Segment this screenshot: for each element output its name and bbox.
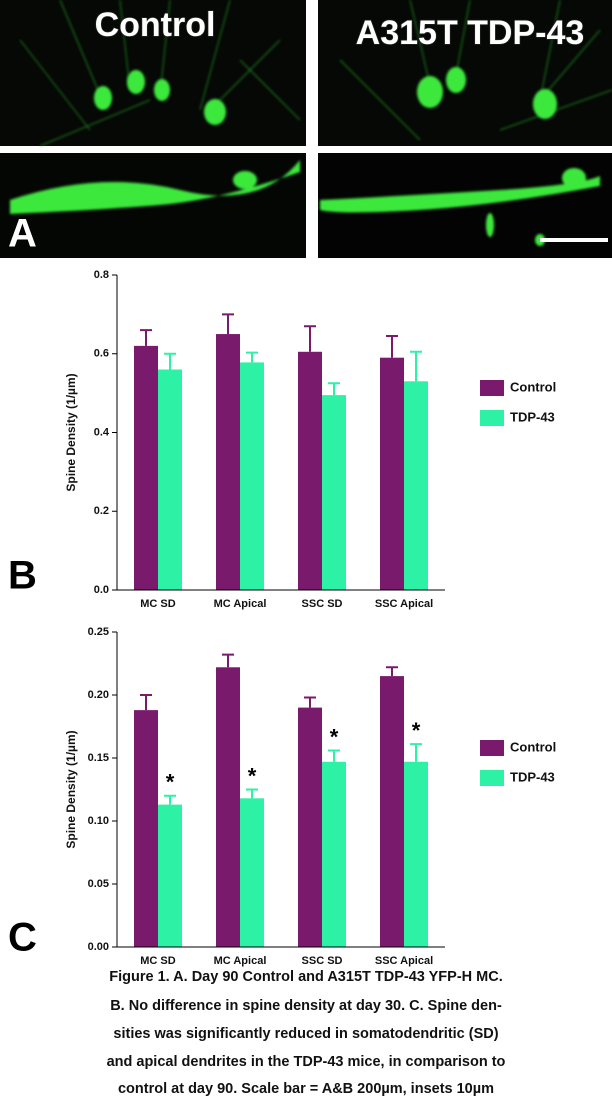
chart: Spine Density (1/µm) 0.00 0.05 0.10 0.15 0.20…: [64, 626, 556, 967]
error-bar: [164, 354, 176, 370]
legend-swatch: [480, 770, 504, 786]
error-bar: [328, 383, 340, 395]
caption-line: B. No difference in spine density at day…: [110, 998, 502, 1014]
image-label: A315T TDP-43: [356, 14, 585, 52]
error-bar: [222, 655, 234, 668]
x-tick-label: SSC SD: [302, 598, 343, 610]
bar: [380, 676, 404, 947]
error-bar: [386, 336, 398, 358]
bar: [158, 805, 182, 947]
bar: [298, 708, 322, 947]
legend-label: TDP-43: [510, 769, 555, 784]
error-bar: [246, 353, 258, 363]
error-bar: [140, 695, 152, 710]
y-tick-label: 0.25: [88, 626, 109, 638]
x-tick-label: SSC Apical: [375, 598, 433, 610]
legend-swatch: [480, 410, 504, 426]
significance-marker: *: [166, 770, 175, 795]
caption-line: sities was significantly reduced in soma…: [113, 1026, 498, 1042]
bar: [380, 358, 404, 590]
legend-label: TDP-43: [510, 409, 555, 424]
legend-swatch: [480, 380, 504, 396]
y-tick-label: 0.0: [94, 584, 109, 596]
error-bar: [328, 750, 340, 761]
error-bar: [140, 330, 152, 346]
x-tick-label: MC Apical: [214, 598, 267, 610]
significance-marker: *: [412, 718, 421, 743]
error-bar: [222, 314, 234, 334]
bar: [240, 798, 264, 947]
y-tick-label: 0.00: [88, 941, 109, 953]
y-tick-label: 0.20: [88, 689, 109, 701]
bar: [404, 381, 428, 590]
bar: [298, 352, 322, 590]
caption-line: control at day 90. Scale bar = A&B 200µm…: [118, 1081, 494, 1097]
x-tick-label: MC Apical: [214, 955, 267, 967]
significance-marker: *: [248, 763, 257, 788]
error-bar: [410, 744, 422, 762]
y-tick-label: 0.10: [88, 815, 109, 827]
y-tick-label: 0.2: [94, 505, 109, 517]
x-tick-label: SSC Apical: [375, 955, 433, 967]
bar: [216, 667, 240, 947]
panel-label: B: [8, 554, 37, 598]
error-bar: [386, 667, 398, 676]
error-bar: [304, 326, 316, 352]
x-tick-label: SSC SD: [302, 955, 343, 967]
error-bar: [410, 352, 422, 382]
caption-line: and apical dendrites in the TDP-43 mice,…: [107, 1054, 506, 1070]
y-tick-label: 0.4: [94, 426, 110, 438]
x-tick-label: MC SD: [140, 955, 176, 967]
significance-marker: *: [330, 724, 339, 749]
bar: [134, 346, 158, 590]
y-tick-label: 0.15: [88, 752, 109, 764]
y-tick-label: 0.6: [94, 348, 109, 360]
error-bar: [304, 698, 316, 708]
chart: Spine Density (1/µm) 0.0 0.2 0.4 0.6 0.8 MC SD…: [64, 269, 556, 610]
figure-page: Control A315T TDP-43 A B C Figure 1. A. …: [0, 0, 612, 1100]
legend-swatch: [480, 740, 504, 756]
bar: [134, 710, 158, 947]
panel-label: C: [8, 916, 37, 960]
y-tick-label: 0.8: [94, 269, 109, 281]
legend-label: Control: [510, 379, 556, 394]
panel-label: A: [8, 212, 37, 256]
y-tick-label: 0.05: [88, 878, 109, 890]
bar: [322, 762, 346, 947]
x-tick-label: MC SD: [140, 598, 176, 610]
error-bar: [246, 790, 258, 799]
figure: Control A315T TDP-43 A B C Figure 1. A. …: [0, 0, 612, 1100]
bar: [322, 395, 346, 590]
bar: [216, 334, 240, 590]
caption: Figure 1. A. Day 90 Control and A315T TD…: [107, 969, 506, 1097]
bar: [404, 762, 428, 947]
bar: [158, 370, 182, 591]
legend-label: Control: [510, 739, 556, 754]
bar: [240, 362, 264, 590]
error-bar: [164, 796, 176, 805]
image-label: Control: [95, 6, 216, 44]
y-axis-label: Spine Density (1/µm): [64, 373, 78, 491]
y-axis-label: Spine Density (1/µm): [64, 730, 78, 848]
caption-line: Figure 1. A. Day 90 Control and A315T TD…: [109, 969, 502, 985]
